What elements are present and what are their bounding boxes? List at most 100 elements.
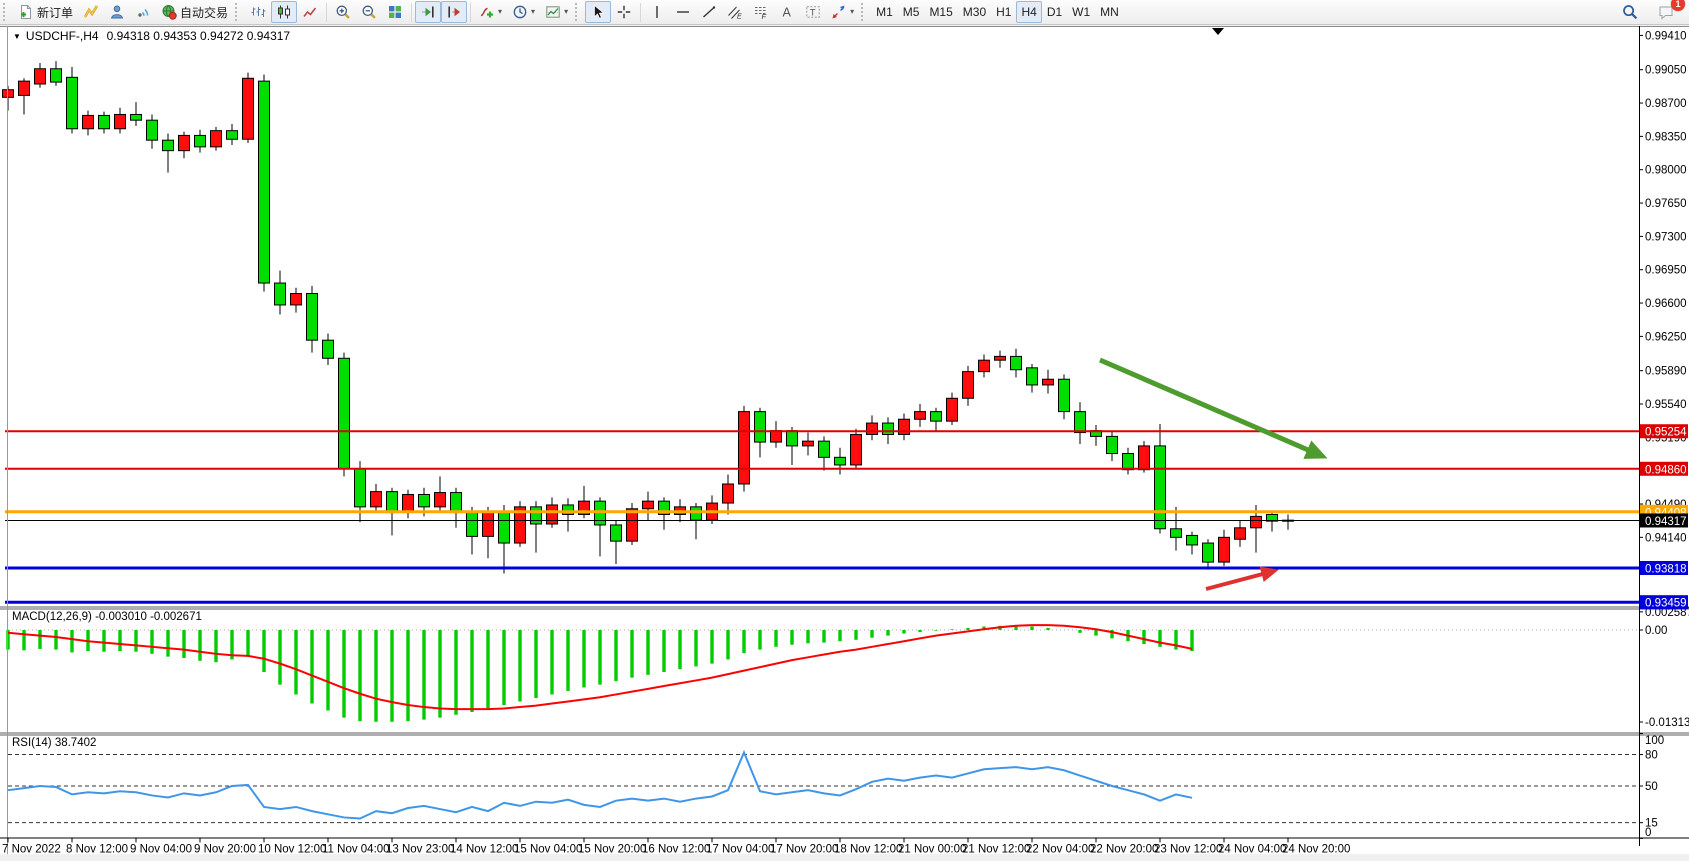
candle-body[interactable] (498, 512, 510, 544)
text-button[interactable]: A (774, 1, 800, 23)
candle-body[interactable] (1186, 534, 1198, 546)
candle-body[interactable] (802, 440, 814, 447)
notifications-button[interactable]: 1 (1653, 0, 1685, 23)
candle-body[interactable] (930, 411, 942, 422)
candle-body[interactable] (866, 422, 878, 435)
candle-body[interactable] (1042, 378, 1054, 386)
profiles-button[interactable] (104, 1, 130, 23)
auto-scroll-button[interactable] (415, 1, 442, 23)
cursor-button[interactable] (585, 1, 612, 23)
candle-body[interactable] (1010, 355, 1022, 371)
candle-body[interactable] (466, 512, 478, 537)
toolbar-grip[interactable] (235, 3, 242, 21)
candle-body[interactable] (514, 506, 526, 544)
candle-body[interactable] (754, 411, 766, 443)
candle-body[interactable] (946, 397, 958, 422)
candle-body[interactable] (1058, 378, 1070, 413)
candle-body[interactable] (146, 119, 158, 141)
toolbar-grip[interactable] (575, 3, 582, 21)
candle-body[interactable] (1266, 513, 1278, 522)
candle-body[interactable] (370, 491, 382, 508)
candle-body[interactable] (978, 359, 990, 373)
candle-body[interactable] (834, 456, 846, 466)
candle-body[interactable] (1202, 542, 1214, 563)
candle-body[interactable] (338, 357, 350, 470)
candle-body[interactable] (546, 504, 558, 525)
candle-body[interactable] (578, 500, 590, 515)
symbol-dropdown-icon[interactable]: ▼ (13, 32, 21, 41)
templates-button[interactable]: ▾ (540, 1, 573, 23)
candle-body[interactable] (402, 493, 414, 514)
auto-trading-button[interactable]: 自动交易 (156, 1, 233, 23)
candle-body[interactable] (626, 508, 638, 542)
candle-body[interactable] (850, 433, 862, 466)
toolbar-grip[interactable] (861, 3, 868, 21)
label-button[interactable]: T (800, 1, 826, 23)
candle-body[interactable] (130, 113, 142, 121)
red-signal-arrow[interactable] (1205, 566, 1279, 591)
green-trend-arrow[interactable] (1099, 357, 1328, 459)
chart-shift-button[interactable] (441, 1, 468, 23)
candle-body[interactable] (34, 68, 46, 85)
candle-body[interactable] (1074, 411, 1086, 434)
candle-body[interactable] (450, 492, 462, 514)
candle-body[interactable] (818, 440, 830, 458)
timeframe-h4-button[interactable]: H4 (1016, 1, 1042, 23)
bar-chart-button[interactable] (245, 1, 271, 23)
candle-body[interactable] (1250, 515, 1262, 529)
candle-body[interactable] (1138, 445, 1150, 471)
candle-body[interactable] (434, 492, 446, 508)
dropdown-caret-icon[interactable]: ▾ (564, 7, 569, 16)
candle-body[interactable] (242, 77, 254, 140)
crosshair-button[interactable] (611, 1, 637, 23)
indicators-button[interactable]: ▾ (474, 1, 507, 23)
dropdown-caret-icon[interactable]: ▾ (531, 7, 536, 16)
fibonacci-button[interactable]: F (748, 1, 774, 23)
candle-body[interactable] (882, 422, 894, 435)
candle-body[interactable] (162, 139, 174, 152)
candle-body[interactable] (914, 411, 926, 420)
zoom-in-button[interactable] (330, 1, 356, 23)
candle-body[interactable] (178, 134, 190, 152)
chart-canvas[interactable]: 0.99410 0.99050 0.98700 0.98350 0.98000 0.976… (0, 26, 1689, 861)
timeframe-m5-button[interactable]: M5 (898, 1, 925, 23)
candle-body[interactable] (1122, 453, 1134, 471)
price-axis[interactable]: 0.99410 0.99050 0.98700 0.98350 0.98000 0.976… (1639, 30, 1689, 839)
candle-body[interactable] (690, 506, 702, 521)
candle-body[interactable] (770, 430, 782, 443)
zoom-out-button[interactable] (356, 1, 382, 23)
timeframe-h1-button[interactable]: H1 (991, 1, 1016, 23)
timeframe-m1-button[interactable]: M1 (871, 1, 898, 23)
candle-body[interactable] (274, 282, 286, 306)
new-order-button[interactable]: 新订单 (13, 1, 78, 23)
candle-body[interactable] (530, 506, 542, 525)
candle-body[interactable] (482, 512, 494, 537)
timeframe-mn-button[interactable]: MN (1095, 1, 1124, 23)
candle-body[interactable] (114, 113, 126, 130)
candle-body[interactable] (50, 68, 62, 83)
candle-body[interactable] (18, 80, 30, 96)
horizontal-line-button[interactable] (670, 1, 696, 23)
candle-body[interactable] (1170, 528, 1182, 538)
candle-body[interactable] (354, 468, 366, 508)
candle-body[interactable] (306, 293, 318, 341)
periods-button[interactable]: ▾ (507, 1, 540, 23)
line-chart-button[interactable] (297, 1, 323, 23)
candle-body[interactable] (386, 491, 398, 514)
candle-body[interactable] (290, 293, 302, 306)
candle-body[interactable] (610, 524, 622, 542)
candle-body[interactable] (1234, 527, 1246, 540)
market-watch-button[interactable] (78, 1, 104, 23)
signals-button[interactable] (130, 1, 156, 23)
trendline-button[interactable] (696, 1, 722, 23)
tile-windows-button[interactable] (382, 1, 408, 23)
candle-body[interactable] (418, 493, 430, 508)
toolbar-grip[interactable] (3, 3, 10, 21)
time-axis[interactable]: 7 Nov 2022 8 Nov 12:00 9 Nov 04:00 9 Nov 20… (2, 838, 1350, 855)
candle-body[interactable] (1218, 536, 1230, 563)
candle-body[interactable] (562, 504, 574, 515)
candle-body[interactable] (322, 339, 334, 359)
candle-body[interactable] (738, 411, 750, 485)
chart-shift-marker-icon[interactable] (1212, 28, 1224, 35)
candle-body[interactable] (210, 130, 222, 148)
